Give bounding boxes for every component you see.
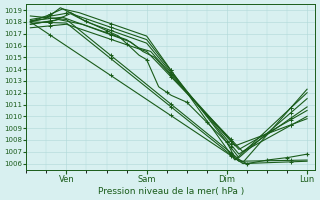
X-axis label: Pression niveau de la mer( hPa ): Pression niveau de la mer( hPa ) <box>98 187 244 196</box>
